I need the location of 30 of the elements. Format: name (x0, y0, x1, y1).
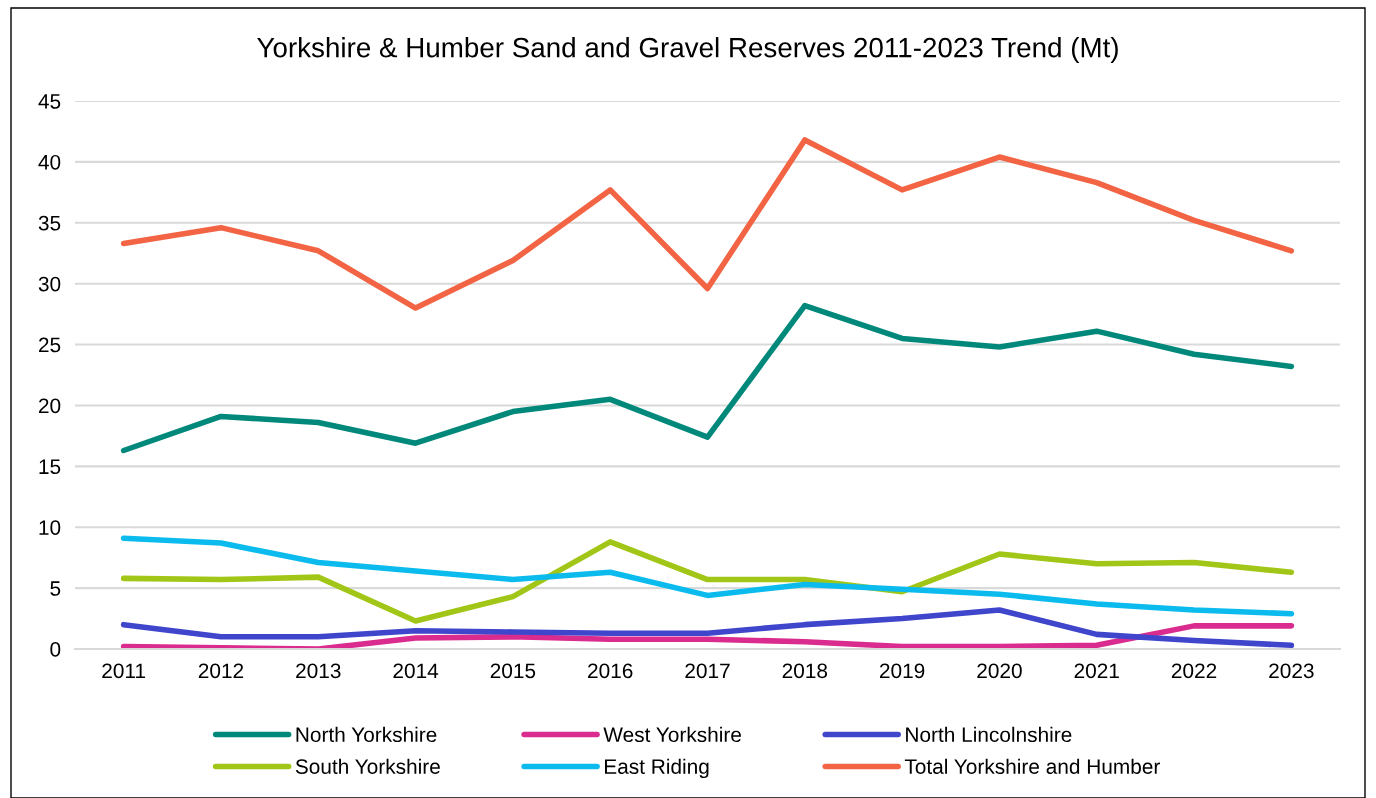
y-tick-label: 5 (50, 581, 61, 596)
x-tick-label: 2016 (588, 663, 633, 679)
x-tick-label: 2021 (1074, 663, 1119, 679)
x-tick-label: 2022 (1171, 663, 1217, 679)
y-tick-label: 20 (38, 398, 61, 414)
y-tick-label: 45 (38, 94, 61, 109)
legend-label: East Riding (605, 758, 709, 779)
y-tick-label: 40 (38, 154, 61, 170)
x-tick-label: 2023 (1269, 663, 1314, 679)
legend-label: Total Yorkshire and Humber (904, 758, 1160, 774)
y-tick-label: 10 (39, 520, 61, 535)
y-tick-label: 15 (39, 459, 61, 475)
x-tick-label: 2011 (102, 663, 146, 679)
x-tick-label: 2020 (977, 663, 1022, 679)
x-tick-label: 2015 (490, 663, 536, 679)
legend-label: South Yorkshire (295, 758, 440, 774)
x-tick-label: 2019 (879, 663, 925, 679)
x-tick-label: 2017 (685, 663, 730, 679)
y-tick-label: 25 (38, 337, 61, 353)
y-tick-label: 30 (38, 276, 61, 292)
legend-label: North Lincolnshire (906, 726, 1072, 743)
x-tick-label: 2012 (198, 663, 244, 679)
x-tick-label: 2013 (296, 663, 341, 679)
x-tick-label: 2014 (393, 663, 439, 679)
legend-label: North Yorkshire (296, 726, 437, 743)
x-tick-label: 2018 (782, 663, 828, 679)
legend-label: West Yorkshire (603, 726, 741, 743)
y-tick-label: 0 (50, 642, 61, 657)
chart-title: Yorkshire & Humber Sand and Gravel Reserves 2011-2023 Trend (Mt) (257, 37, 1118, 63)
y-tick-label: 35 (38, 215, 61, 231)
